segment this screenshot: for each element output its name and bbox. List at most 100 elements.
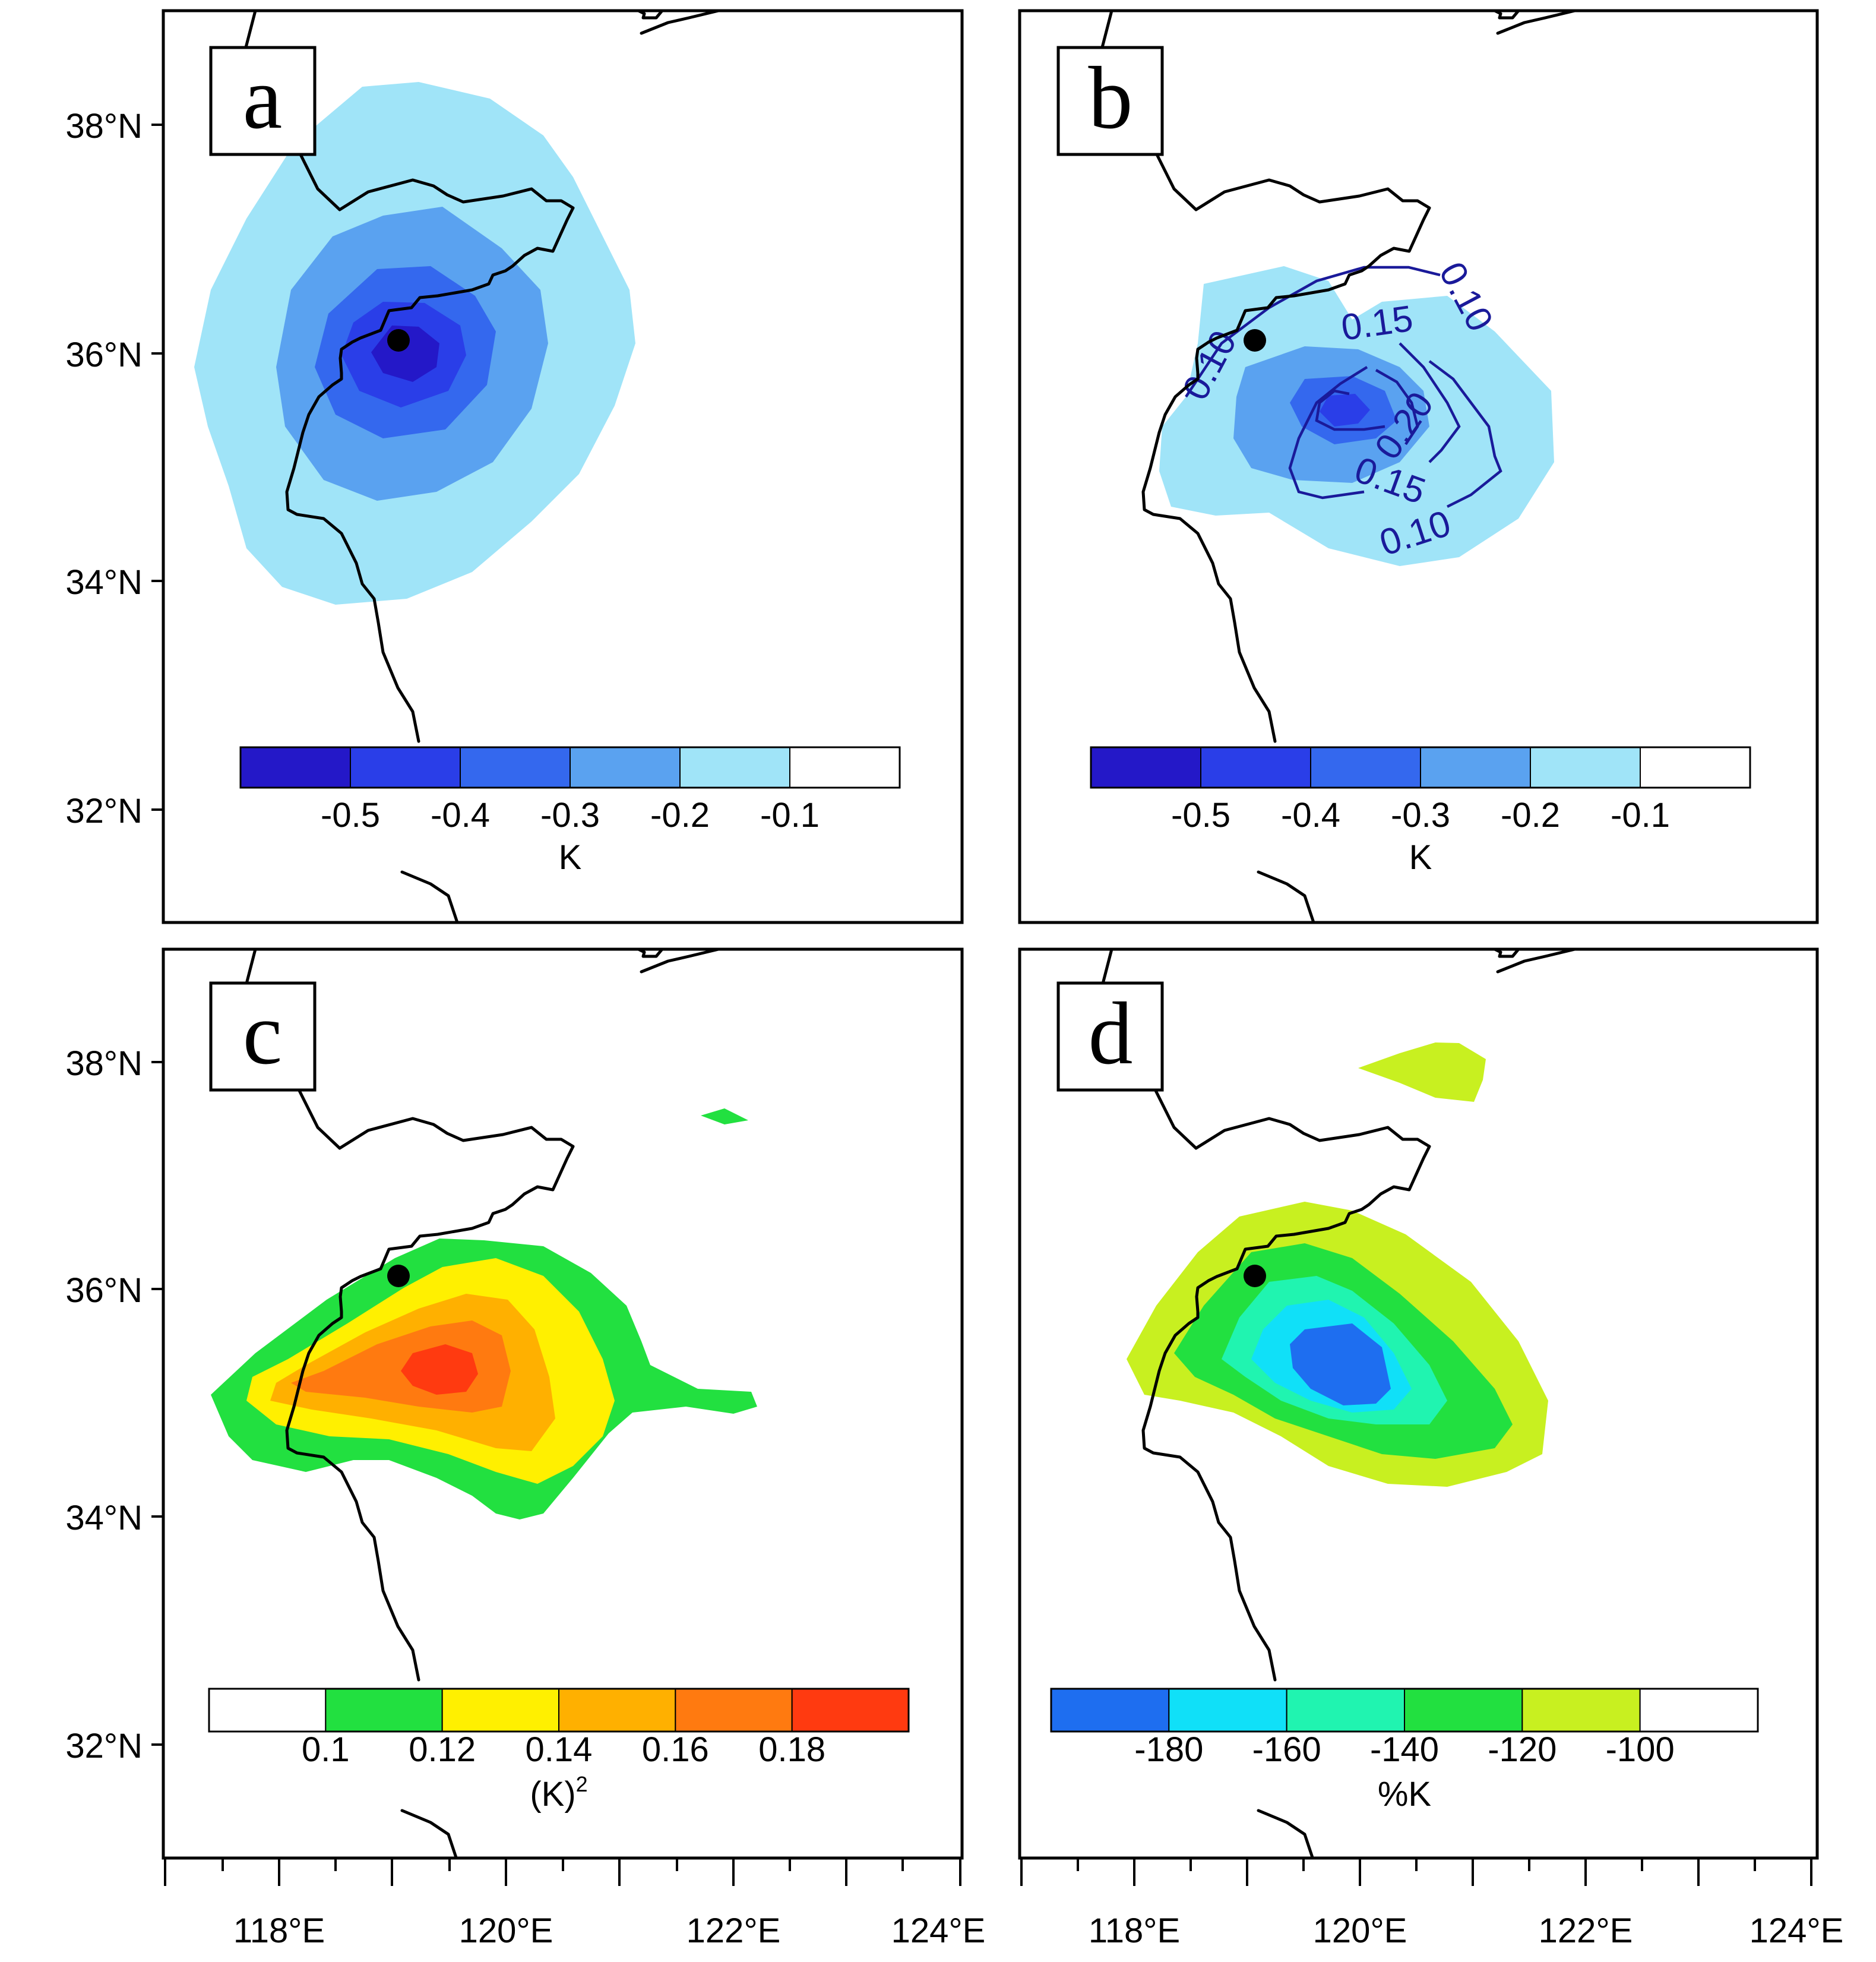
- colorbar-tick-label: -0.2: [650, 796, 710, 835]
- panel-b-letter: b: [1089, 49, 1133, 147]
- colorbar-swatch: [1639, 1688, 1759, 1732]
- colorbar-tick-label: 0.18: [758, 1730, 825, 1769]
- panel-d: d -180 -160 -140 -120 -100 %K: [1018, 947, 1819, 1861]
- colorbar-tick-label: -0.1: [1611, 796, 1670, 835]
- lat-label: 38°N: [65, 107, 143, 146]
- lat-label: 36°N: [65, 1271, 143, 1310]
- colorbar-frame: [208, 1688, 910, 1733]
- colorbar-swatch: [675, 1688, 793, 1732]
- panel-a: a -0.5 -0.4 -0.3 -0.2 -0.1 K: [162, 9, 964, 924]
- panel-a-letter: a: [243, 49, 283, 147]
- colorbar-tick-label: -0.5: [1171, 796, 1230, 835]
- station-marker: [387, 329, 410, 352]
- panel-c: c 0.1 0.12 0.14 0.16 0.18 (K)2: [162, 947, 964, 1861]
- panel-c-colorbar: 0.1 0.12 0.14 0.16 0.18 (K)2: [208, 1688, 910, 1813]
- colorbar-frame: [1090, 746, 1751, 789]
- colorbar-swatch: [789, 747, 900, 788]
- lat-label: 32°N: [65, 792, 143, 830]
- colorbar-tick-label: -0.1: [760, 796, 820, 835]
- contour-0.10: [1428, 360, 1502, 508]
- colorbar-swatch: [1404, 1688, 1523, 1732]
- colorbar-unit: (K)2: [530, 1772, 587, 1813]
- lon-label: 124°E: [1750, 1912, 1844, 1950]
- colorbar-tick-label: -0.3: [540, 796, 600, 835]
- colorbar-tick-label: 0.16: [642, 1730, 709, 1769]
- colorbar-swatch: [441, 1688, 560, 1732]
- colorbar-tick-label: 0.1: [302, 1730, 350, 1769]
- colorbar-frame: [239, 746, 901, 789]
- lat-label: 34°N: [65, 1499, 143, 1537]
- colorbar-swatch: [460, 747, 571, 788]
- longitude-axis-left: 118°E 120°E 122°E 124°E: [164, 1858, 986, 1950]
- colorbar-swatch: [570, 747, 681, 788]
- panel-d-map: [1090, 949, 1575, 1861]
- panel-c-map: [211, 949, 757, 1861]
- panel-d-letter: d: [1089, 984, 1133, 1083]
- colorbar-tick-label: -100: [1606, 1730, 1675, 1769]
- colorbar-tick-label: -180: [1134, 1730, 1203, 1769]
- colorbar-swatch: [791, 1688, 909, 1732]
- colorbar-tick-label: -0.4: [431, 796, 490, 835]
- colorbar-unit-superscript: 2: [576, 1772, 588, 1796]
- panel-d-colorbar: -180 -160 -140 -120 -100 %K: [1050, 1688, 1759, 1813]
- colorbar-swatch: [1310, 747, 1421, 788]
- colorbar-swatch: [1051, 1688, 1170, 1732]
- colorbar-unit: K: [1409, 838, 1432, 877]
- panel-c-label-box: c: [209, 981, 317, 1092]
- colorbar-swatch: [325, 1688, 443, 1732]
- panel-b-colorbar: -0.5 -0.4 -0.3 -0.2 -0.1 K: [1090, 746, 1751, 877]
- contour-0.20: [1315, 389, 1385, 431]
- lon-label: 118°E: [1089, 1912, 1180, 1950]
- colorbar-tick-label: -160: [1252, 1730, 1321, 1769]
- panel-b-label-box: b: [1056, 46, 1164, 156]
- shade-level-0.4: [1320, 394, 1370, 426]
- lat-label: 32°N: [65, 1727, 143, 1765]
- panel-a-map: [194, 11, 719, 922]
- shade-level-180: [1290, 1323, 1391, 1405]
- shade-level-0.1: [701, 1108, 748, 1124]
- lon-label: 124°E: [891, 1912, 986, 1950]
- contour-0.15: [1288, 366, 1368, 500]
- colorbar-swatch: [208, 1688, 327, 1732]
- colorbar-swatch: [1420, 747, 1531, 788]
- colorbar-tick-label: -0.4: [1281, 796, 1340, 835]
- contour-label: 0.15: [1339, 298, 1415, 349]
- lat-label: 38°N: [65, 1044, 143, 1083]
- panel-a-label-box: a: [209, 46, 317, 156]
- panel-b: 0.10 0.15 0.10 0.20 0.15 0.10 b -0.5 -0.4…: [1018, 9, 1819, 924]
- colorbar-swatch: [350, 747, 461, 788]
- station-marker: [387, 1265, 410, 1287]
- colorbar-tick-label: 0.12: [409, 1730, 476, 1769]
- shade-level-0.18: [401, 1344, 478, 1395]
- colorbar-swatch: [1286, 1688, 1406, 1732]
- colorbar-tick-label: -0.3: [1391, 796, 1450, 835]
- contour-0.10: [1185, 266, 1441, 398]
- lon-label: 120°E: [1313, 1912, 1407, 1950]
- colorbar-swatch: [1521, 1688, 1641, 1732]
- panel-a-colorbar: -0.5 -0.4 -0.3 -0.2 -0.1 K: [239, 746, 901, 877]
- lon-label: 122°E: [687, 1912, 781, 1950]
- colorbar-unit: K: [559, 838, 582, 877]
- panel-c-letter: c: [243, 984, 283, 1083]
- colorbar-frame: [1050, 1688, 1759, 1733]
- longitude-axis-right: 118°E 120°E 122°E 124°E: [1020, 1858, 1844, 1950]
- panel-d-label-box: d: [1056, 981, 1164, 1092]
- colorbar-tick-label: -0.5: [321, 796, 380, 835]
- lon-label: 120°E: [459, 1912, 553, 1950]
- colorbar-swatch: [1200, 747, 1311, 788]
- colorbar-swatch: [558, 1688, 676, 1732]
- colorbar-swatch: [240, 747, 351, 788]
- contour-0.20: [1375, 369, 1419, 446]
- lat-label: 36°N: [65, 336, 143, 374]
- colorbar-tick-label: 0.14: [526, 1730, 593, 1769]
- latitude-axis-bottom: 38°N 36°N 34°N 32°N: [65, 1044, 163, 1765]
- colorbar-tick-label: -140: [1370, 1730, 1439, 1769]
- station-marker: [1244, 1265, 1266, 1287]
- station-marker: [1244, 329, 1266, 352]
- lat-label: 34°N: [65, 563, 143, 602]
- lon-label: 122°E: [1539, 1912, 1633, 1950]
- lon-label: 118°E: [233, 1912, 325, 1950]
- colorbar-tick-label: -120: [1488, 1730, 1557, 1769]
- contour-0.15: [1399, 342, 1461, 463]
